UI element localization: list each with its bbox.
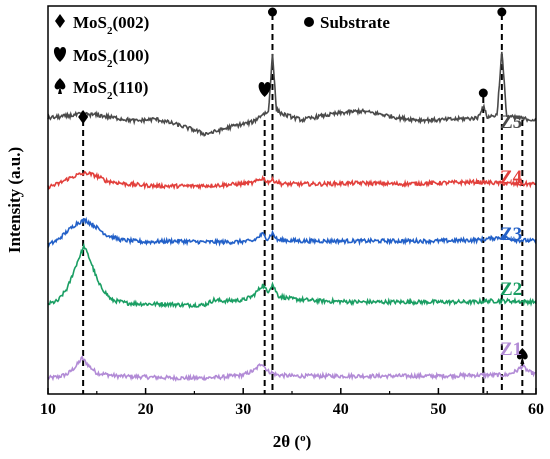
series-layer <box>47 51 537 382</box>
diamond-icon <box>55 14 65 28</box>
substrate-peak-marker-5 <box>497 7 507 17</box>
legend-item-4: Substrate <box>320 13 390 32</box>
x-tick-label-10: 10 <box>40 401 56 418</box>
reference-peak-lines <box>82 14 524 394</box>
heart-icon <box>53 47 67 62</box>
heart-peak-marker <box>258 82 271 97</box>
series-line-z3 <box>47 216 537 249</box>
series-label-z4: Z4 <box>500 167 523 188</box>
x-tick-label-30: 30 <box>235 401 251 418</box>
spade-peak-marker <box>516 348 528 364</box>
x-tick-label-60: 60 <box>528 401 544 418</box>
spade-icon <box>54 78 66 94</box>
x-axis-ticks: 10 20 30 40 50 60 <box>40 388 544 418</box>
series-line-z1 <box>47 355 537 382</box>
x-axis-title: 2θ (o) <box>273 432 311 451</box>
diamond-peak-marker <box>78 110 89 124</box>
series-label-z2: Z2 <box>500 279 522 300</box>
x-tick-label-40: 40 <box>333 401 349 418</box>
series-label-z3: Z3 <box>500 224 522 245</box>
peak-markers <box>78 7 528 364</box>
x-tick-label-20: 20 <box>138 401 154 418</box>
legend-item-1: MoS2(002) <box>73 13 149 37</box>
y-axis-title: Intensity (a.u.) <box>5 147 24 253</box>
series-line-z2 <box>47 242 537 310</box>
series-labels: Z1 Z2 Z3 Z4 Z5 <box>500 112 523 360</box>
x-tick-label-50: 50 <box>430 401 446 418</box>
legend-item-2: MoS2(100) <box>73 46 149 70</box>
substrate-peak-marker-3 <box>267 7 277 17</box>
legend: MoS2(002) MoS2(100) MoS2(110) Substrate <box>53 13 390 102</box>
series-label-z5: Z5 <box>500 112 522 133</box>
series-label-z1: Z1 <box>500 339 522 360</box>
legend-item-3: MoS2(110) <box>73 78 148 102</box>
circle-icon <box>304 17 314 27</box>
series-line-z4 <box>47 170 537 191</box>
substrate-peak-marker-4 <box>478 88 488 98</box>
series-line-z5 <box>47 51 537 137</box>
